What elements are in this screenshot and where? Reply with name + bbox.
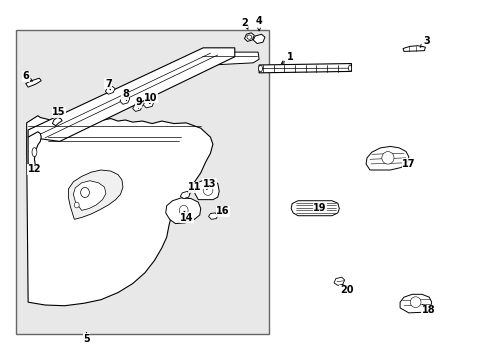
Ellipse shape — [203, 185, 212, 195]
Ellipse shape — [348, 65, 351, 71]
Text: 6: 6 — [22, 71, 32, 81]
Ellipse shape — [246, 35, 251, 39]
Ellipse shape — [32, 148, 37, 157]
Polygon shape — [402, 46, 425, 51]
Polygon shape — [28, 132, 41, 166]
Text: 10: 10 — [144, 93, 158, 104]
Ellipse shape — [81, 188, 89, 198]
Polygon shape — [259, 64, 351, 73]
Polygon shape — [333, 277, 344, 285]
Polygon shape — [28, 48, 234, 141]
Text: 14: 14 — [180, 211, 193, 222]
Text: 19: 19 — [312, 203, 326, 213]
Text: 5: 5 — [83, 333, 90, 344]
Text: 4: 4 — [255, 16, 262, 31]
Text: 18: 18 — [421, 305, 434, 315]
Polygon shape — [52, 117, 62, 126]
Polygon shape — [290, 201, 339, 216]
Ellipse shape — [409, 297, 420, 307]
Ellipse shape — [179, 205, 188, 215]
Polygon shape — [195, 179, 219, 200]
Polygon shape — [27, 116, 212, 306]
Ellipse shape — [258, 65, 262, 72]
Text: 7: 7 — [105, 78, 111, 90]
Text: 16: 16 — [216, 206, 229, 216]
Polygon shape — [165, 198, 201, 224]
Text: 20: 20 — [339, 284, 353, 295]
Polygon shape — [253, 34, 264, 44]
Polygon shape — [132, 104, 142, 111]
Text: 9: 9 — [135, 97, 142, 108]
Text: 2: 2 — [241, 18, 247, 29]
Text: 11: 11 — [188, 182, 201, 193]
Polygon shape — [244, 33, 254, 41]
Text: 1: 1 — [281, 52, 293, 63]
Polygon shape — [143, 99, 154, 108]
Text: 15: 15 — [52, 107, 65, 118]
Polygon shape — [180, 192, 190, 199]
Polygon shape — [68, 170, 122, 219]
Polygon shape — [198, 52, 259, 66]
Text: 12: 12 — [28, 164, 41, 174]
Bar — [16, 30, 268, 334]
Polygon shape — [73, 181, 106, 210]
Polygon shape — [208, 213, 217, 219]
Text: 13: 13 — [203, 179, 216, 189]
Polygon shape — [120, 96, 129, 104]
Ellipse shape — [381, 152, 393, 164]
Polygon shape — [366, 147, 408, 170]
Text: 8: 8 — [122, 89, 128, 100]
Ellipse shape — [74, 202, 79, 208]
Polygon shape — [399, 294, 431, 313]
Text: 3: 3 — [419, 36, 429, 47]
Polygon shape — [26, 78, 41, 87]
Polygon shape — [105, 86, 115, 94]
Text: 17: 17 — [401, 159, 415, 169]
